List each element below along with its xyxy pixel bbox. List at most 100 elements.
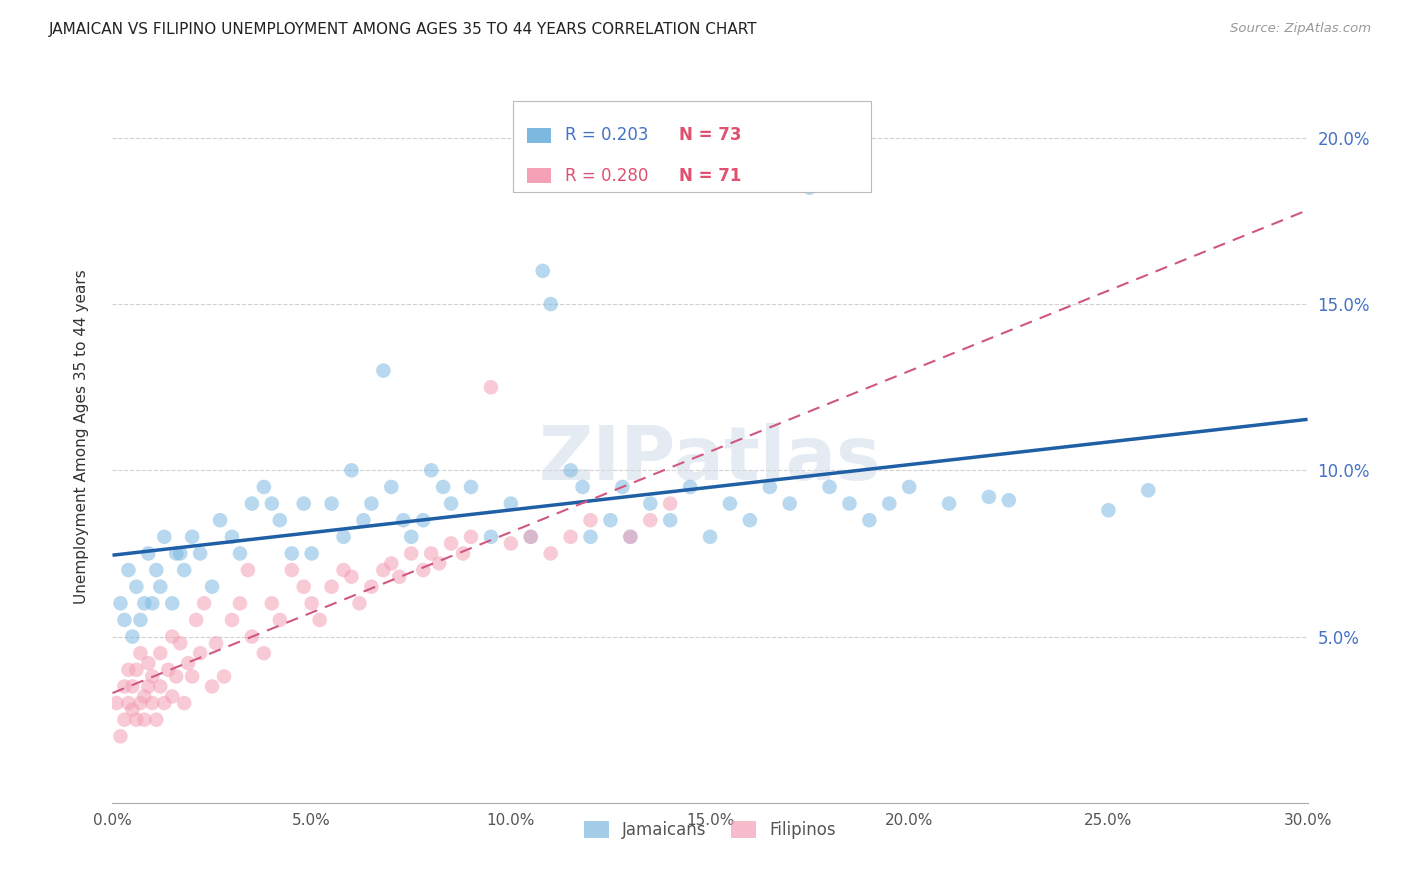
Point — [579, 530, 602, 544]
Point — [353, 513, 375, 527]
Text: ZIPatlas: ZIPatlas — [538, 423, 882, 496]
Point — [579, 513, 602, 527]
Point — [129, 646, 152, 660]
Point — [540, 546, 562, 560]
Point — [145, 713, 167, 727]
Point — [520, 530, 543, 544]
Point — [799, 180, 821, 194]
Point — [205, 636, 228, 650]
Point — [460, 530, 482, 544]
FancyBboxPatch shape — [527, 128, 551, 143]
Point — [240, 497, 263, 511]
Point — [380, 557, 402, 571]
Point — [321, 580, 343, 594]
Point — [173, 563, 195, 577]
Point — [420, 463, 443, 477]
Point — [321, 497, 343, 511]
Point — [209, 513, 232, 527]
Point — [420, 546, 443, 560]
Point — [212, 669, 235, 683]
Point — [619, 530, 641, 544]
Point — [138, 546, 160, 560]
FancyBboxPatch shape — [527, 169, 551, 183]
Point — [162, 596, 183, 610]
Point — [292, 580, 315, 594]
Point — [149, 646, 172, 660]
Point — [229, 546, 252, 560]
Point — [260, 596, 283, 610]
Point — [269, 513, 291, 527]
Point — [121, 680, 143, 694]
Point — [998, 493, 1021, 508]
Point — [157, 663, 180, 677]
Point — [451, 546, 474, 560]
Point — [412, 563, 434, 577]
Point — [479, 380, 502, 394]
Point — [540, 297, 562, 311]
Point — [125, 580, 148, 594]
Point — [560, 530, 582, 544]
Point — [141, 596, 163, 610]
Point — [392, 513, 415, 527]
Text: R = 0.203: R = 0.203 — [565, 127, 650, 145]
Point — [173, 696, 195, 710]
Text: N = 73: N = 73 — [679, 127, 741, 145]
Point — [149, 580, 172, 594]
Point — [759, 480, 782, 494]
Text: JAMAICAN VS FILIPINO UNEMPLOYMENT AMONG AGES 35 TO 44 YEARS CORRELATION CHART: JAMAICAN VS FILIPINO UNEMPLOYMENT AMONG … — [49, 22, 758, 37]
Point — [388, 570, 411, 584]
Point — [479, 530, 502, 544]
Point — [221, 613, 243, 627]
Point — [560, 463, 582, 477]
Point — [229, 596, 252, 610]
Point — [640, 497, 662, 511]
Point — [301, 596, 323, 610]
Point — [253, 480, 276, 494]
Point — [520, 530, 543, 544]
Point — [121, 630, 143, 644]
Point — [236, 563, 259, 577]
Point — [332, 563, 354, 577]
Point — [292, 497, 315, 511]
Point — [699, 530, 721, 544]
Point — [114, 680, 135, 694]
Point — [105, 696, 128, 710]
Point — [153, 530, 176, 544]
Point — [440, 497, 463, 511]
Point — [201, 680, 224, 694]
Point — [427, 557, 450, 571]
Point — [640, 513, 662, 527]
Point — [121, 703, 143, 717]
Point — [110, 596, 132, 610]
Point — [738, 513, 761, 527]
Point — [240, 630, 263, 644]
Legend: Jamaicans, Filipinos: Jamaicans, Filipinos — [576, 814, 844, 846]
Point — [125, 663, 148, 677]
Point — [499, 497, 522, 511]
Point — [281, 546, 304, 560]
Point — [360, 497, 382, 511]
Point — [373, 563, 395, 577]
Point — [340, 463, 363, 477]
Text: Source: ZipAtlas.com: Source: ZipAtlas.com — [1230, 22, 1371, 36]
Point — [181, 669, 204, 683]
Text: R = 0.280: R = 0.280 — [565, 167, 648, 185]
Point — [138, 680, 160, 694]
Point — [153, 696, 176, 710]
Point — [117, 563, 139, 577]
Point — [162, 690, 183, 704]
Point — [253, 646, 276, 660]
Point — [186, 613, 208, 627]
Point — [117, 663, 139, 677]
Point — [177, 656, 200, 670]
Point — [138, 656, 160, 670]
Point — [898, 480, 921, 494]
Point — [659, 497, 682, 511]
Point — [125, 713, 148, 727]
Point — [858, 513, 880, 527]
Point — [599, 513, 621, 527]
Point — [977, 490, 1000, 504]
Point — [938, 497, 960, 511]
Point — [165, 669, 187, 683]
Point — [401, 546, 423, 560]
